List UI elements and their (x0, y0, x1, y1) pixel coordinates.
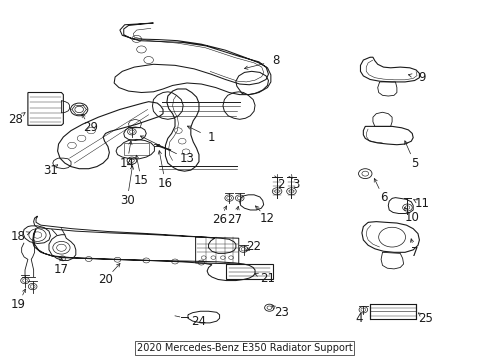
Text: 25: 25 (417, 312, 432, 325)
Text: 23: 23 (274, 306, 289, 319)
Text: 31: 31 (43, 164, 58, 177)
Text: 6: 6 (379, 191, 386, 204)
Text: 7: 7 (410, 246, 418, 259)
Text: 15: 15 (134, 174, 149, 187)
Text: 5: 5 (410, 157, 417, 170)
Text: 20: 20 (98, 273, 113, 286)
Text: 18: 18 (11, 230, 26, 243)
Text: 1: 1 (207, 131, 214, 144)
Text: 4: 4 (355, 312, 363, 325)
Text: 29: 29 (82, 121, 98, 134)
Text: 2: 2 (276, 178, 284, 191)
Text: 10: 10 (404, 211, 419, 224)
Text: 2020 Mercedes-Benz E350 Radiator Support: 2020 Mercedes-Benz E350 Radiator Support (136, 343, 352, 352)
Text: 24: 24 (191, 315, 206, 328)
Text: 3: 3 (292, 178, 299, 191)
Text: 8: 8 (271, 54, 279, 67)
Text: 19: 19 (11, 298, 26, 311)
Text: 21: 21 (260, 271, 274, 284)
Text: 30: 30 (120, 194, 134, 207)
Text: 16: 16 (158, 177, 173, 190)
Text: 28: 28 (8, 113, 23, 126)
Text: 9: 9 (417, 71, 425, 84)
Text: 12: 12 (260, 212, 274, 225)
Text: 27: 27 (227, 213, 242, 226)
Text: 17: 17 (54, 264, 69, 276)
Text: 14: 14 (120, 157, 134, 170)
Text: 13: 13 (179, 152, 194, 165)
Text: 22: 22 (245, 240, 260, 253)
Text: 11: 11 (413, 198, 428, 211)
Text: 26: 26 (212, 213, 226, 226)
